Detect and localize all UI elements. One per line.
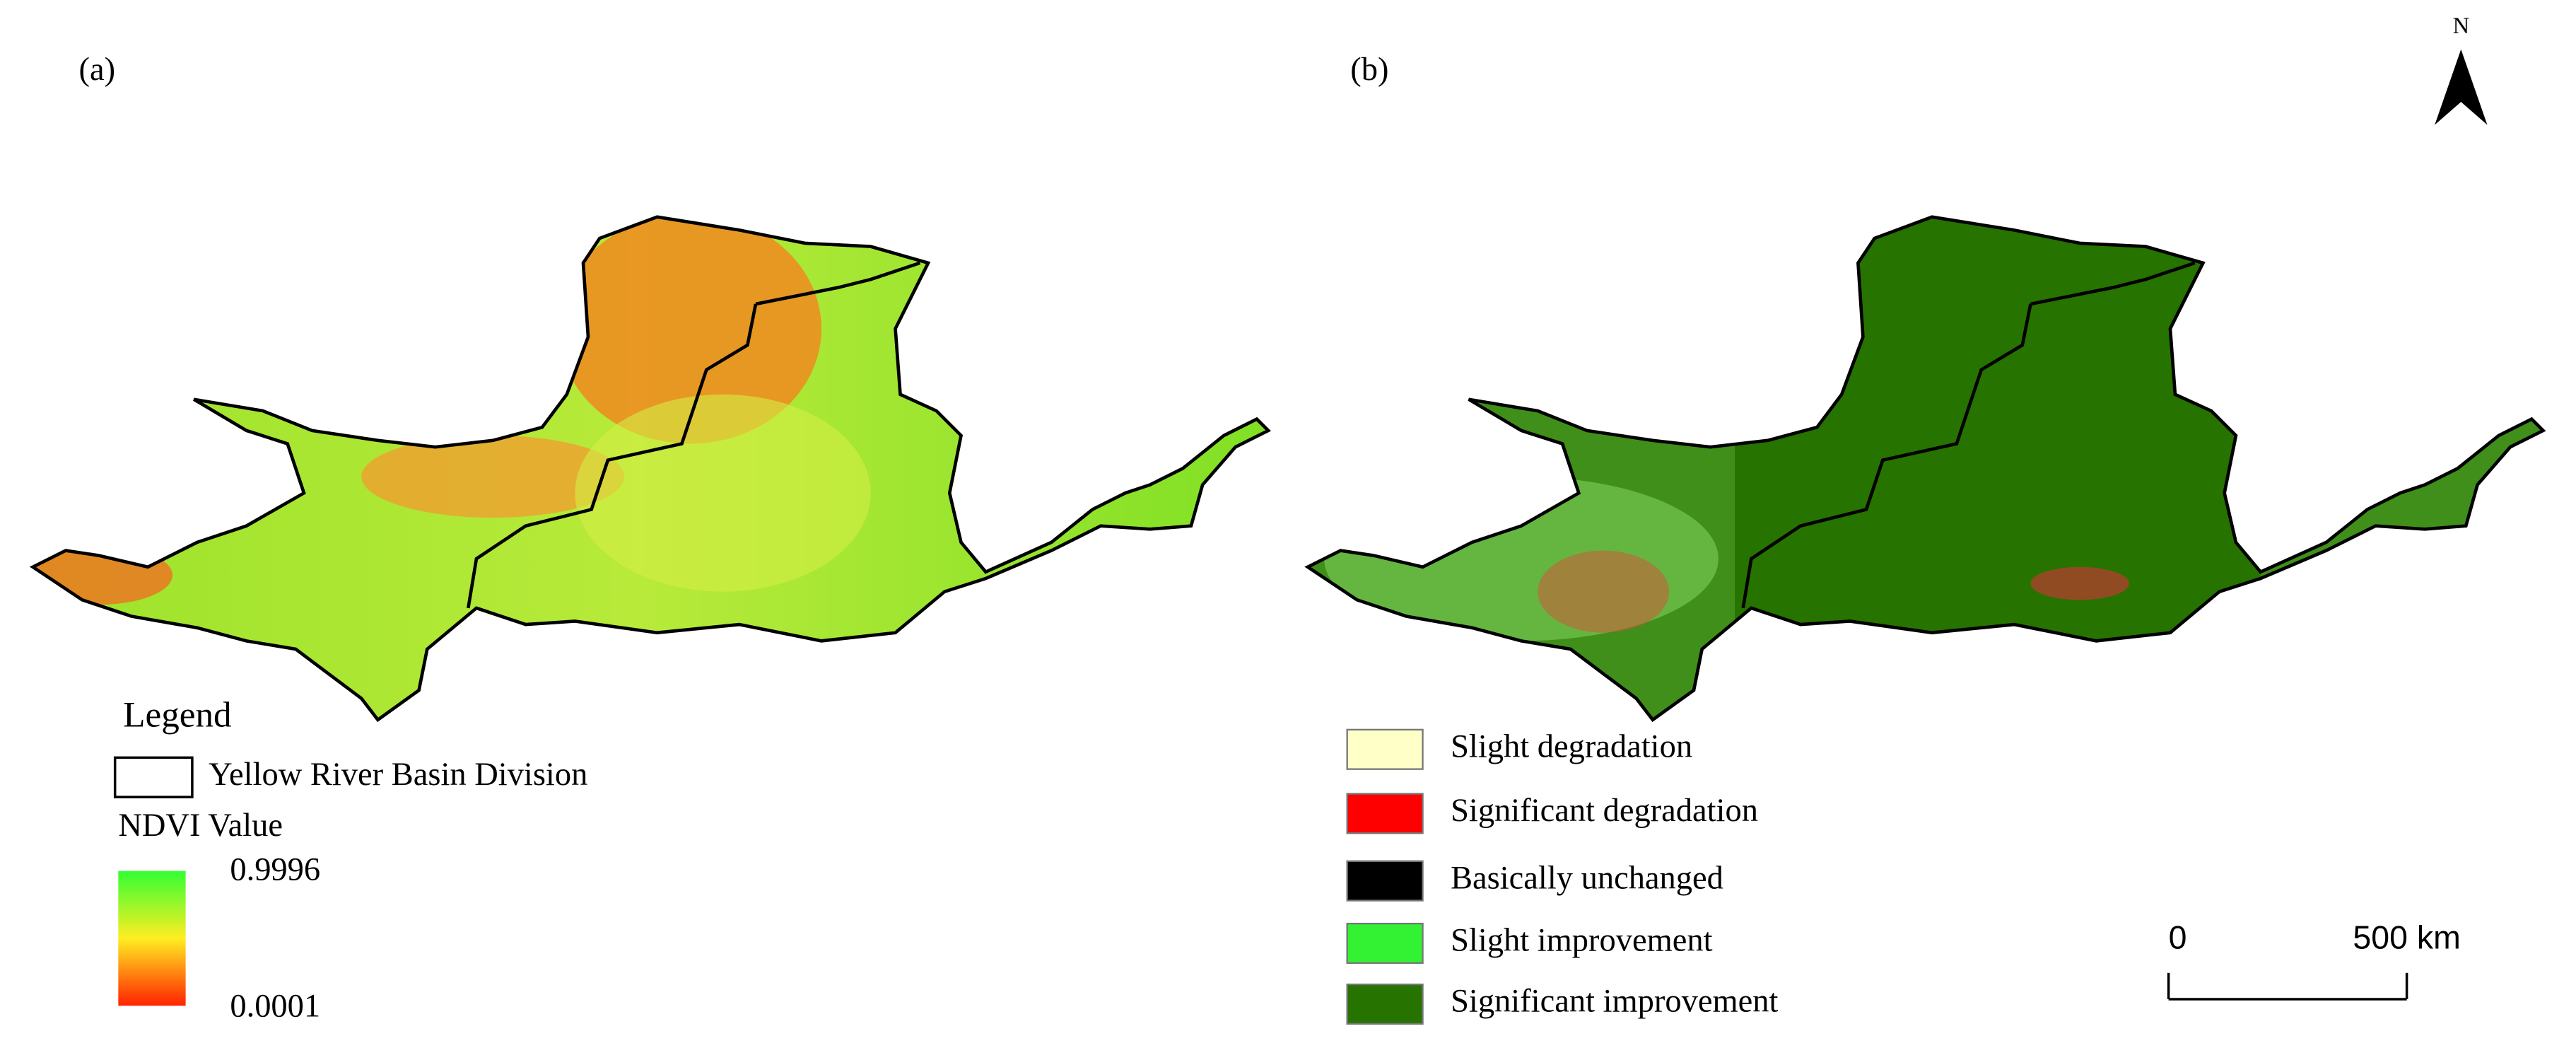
panel-label: (b) xyxy=(1350,52,1388,88)
legend-label: Slight improvement xyxy=(1451,923,1713,959)
legend-swatch xyxy=(1346,728,1424,770)
colorbar-title: NDVI Value xyxy=(118,808,283,844)
panel-label: (a) xyxy=(79,52,116,88)
north-arrow xyxy=(2435,49,2488,125)
legend-label: Yellow River Basin Division xyxy=(209,757,587,793)
legend-label: Basically unchanged xyxy=(1451,860,1723,896)
legend-label: Significant improvement xyxy=(1451,984,1778,1020)
scale-bar: 0 500 km xyxy=(2167,919,2461,1001)
scale-label: 0 xyxy=(2169,919,2187,956)
legend-label: Slight degradation xyxy=(1451,728,1692,764)
legend-swatch xyxy=(1346,793,1424,834)
legend-swatch xyxy=(1346,860,1424,902)
class-legend: Slight degradation Significant degradatio… xyxy=(1346,728,1778,1025)
north-label: N xyxy=(2453,13,2469,39)
boundary-swatch xyxy=(113,756,194,798)
ndvi-map xyxy=(0,197,1282,740)
legend-title: Legend xyxy=(123,694,231,735)
colorbar-min: 0.0001 xyxy=(230,989,320,1025)
colorbar-max: 0.9996 xyxy=(230,852,320,888)
legend-swatch xyxy=(1346,983,1424,1025)
colorbar xyxy=(118,870,186,1006)
legend-label: Significant degradation xyxy=(1451,793,1758,829)
scale-label: 500 km xyxy=(2353,919,2460,956)
legend-swatch xyxy=(1346,922,1424,965)
trend-map xyxy=(1275,197,2556,740)
